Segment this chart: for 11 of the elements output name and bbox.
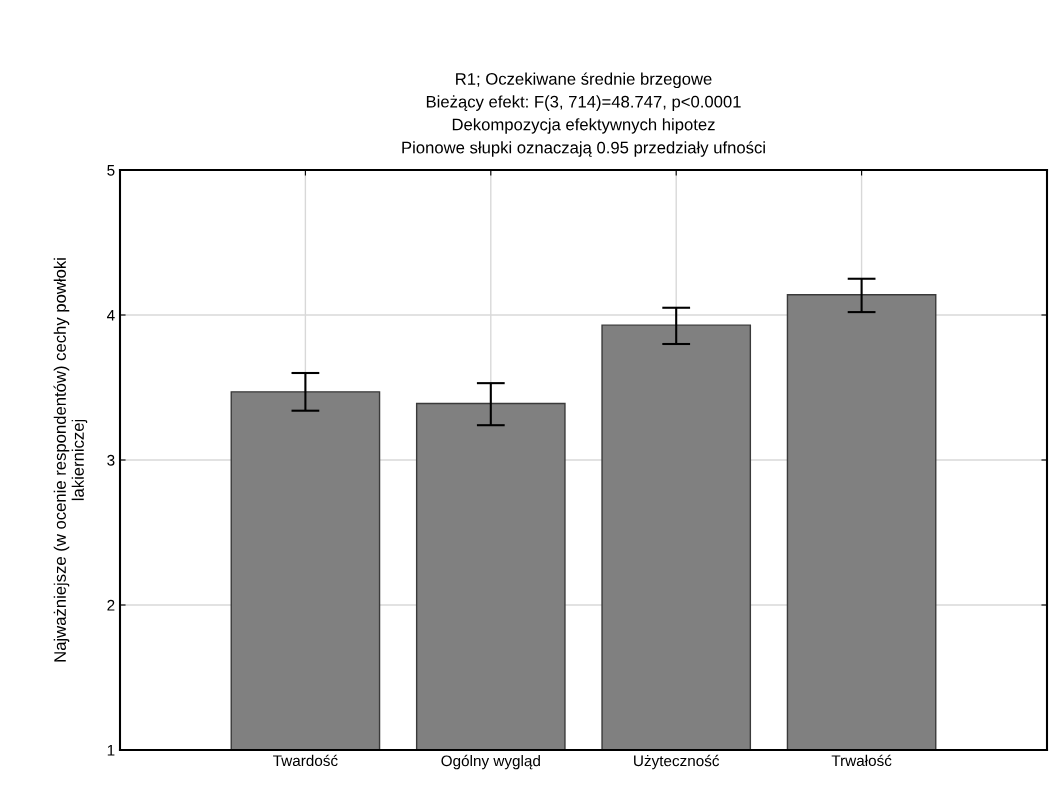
x-tick-label: Ogólny wygląd xyxy=(441,754,540,770)
x-tick-label: Trwałość xyxy=(831,754,892,767)
x-tick-label: Twardość xyxy=(273,754,338,767)
y-tick-label: 1 xyxy=(107,745,115,756)
chart-title: R1; Oczekiwane średnie brzegowe Bieżący efekt: F(3, 714)=48.747, p<0.0001 Dekompozycja efektywnych hipotez Pionowe słupki oznaczają 0.95 przedziały ufności xyxy=(402,72,765,157)
x-tick-label: Użyteczność xyxy=(634,754,720,770)
y-axis-title: Najważniejsze (w ocenie respondentów) cechy powłoki lakierniczej xyxy=(53,258,88,662)
y-tick-label: 5 xyxy=(107,165,115,176)
y-tick-label: 4 xyxy=(106,310,115,321)
y-tick-label: 3 xyxy=(107,454,115,466)
y-tick-label: 2 xyxy=(107,599,115,611)
